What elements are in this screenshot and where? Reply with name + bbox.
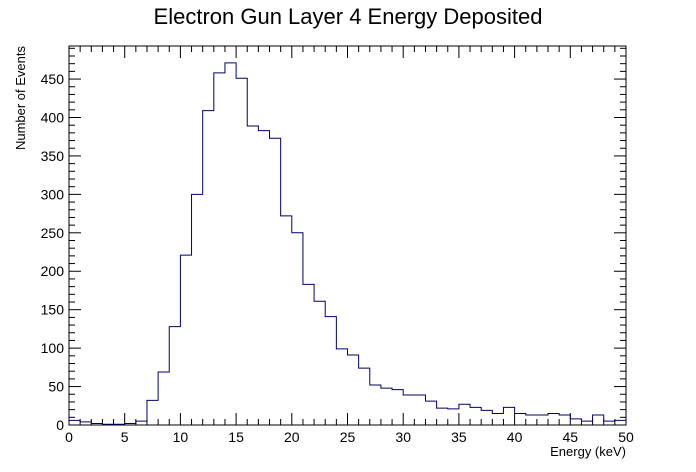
histogram-bin bbox=[437, 408, 448, 425]
histogram-bin bbox=[559, 415, 570, 425]
x-tick-label: 35 bbox=[451, 429, 467, 445]
histogram-bin bbox=[492, 413, 503, 425]
x-tick-label: 50 bbox=[618, 429, 634, 445]
x-tick-label: 45 bbox=[563, 429, 579, 445]
histogram-bin bbox=[292, 233, 303, 425]
histogram-bin bbox=[203, 111, 214, 425]
x-tick-label: 40 bbox=[507, 429, 523, 445]
histogram-bin bbox=[214, 73, 225, 425]
histogram-bin bbox=[414, 395, 425, 425]
y-tick-label: 400 bbox=[41, 109, 65, 125]
x-tick-label: 0 bbox=[65, 429, 73, 445]
histogram-bin bbox=[570, 419, 581, 425]
y-tick-label: 300 bbox=[41, 186, 65, 202]
histogram-bin bbox=[481, 410, 492, 425]
histogram-bin bbox=[459, 404, 470, 425]
histogram-bin bbox=[503, 407, 514, 425]
histogram-bin bbox=[180, 255, 191, 425]
y-tick-label: 150 bbox=[41, 302, 65, 318]
y-axis-ticks: 0 50 100 150 200 250 300 350 400 450 bbox=[41, 47, 626, 433]
histogram-bin bbox=[381, 388, 392, 425]
histogram-bin bbox=[147, 400, 158, 425]
y-tick-label: 350 bbox=[41, 148, 65, 164]
histogram-bin bbox=[470, 407, 481, 425]
x-axis-label: Energy (keV) bbox=[550, 444, 626, 459]
histogram-bin bbox=[225, 63, 236, 425]
histogram-bin bbox=[192, 194, 203, 425]
histogram-bin bbox=[336, 349, 347, 425]
histogram-bin bbox=[615, 420, 626, 425]
histogram-bin bbox=[348, 355, 359, 425]
histogram-bin bbox=[392, 390, 403, 425]
histogram-bin bbox=[448, 409, 459, 425]
x-tick-label: 5 bbox=[121, 429, 129, 445]
y-tick-label: 50 bbox=[48, 379, 64, 395]
histogram-bin bbox=[69, 420, 80, 425]
histogram-bin bbox=[548, 413, 559, 425]
y-axis-label: Number of Events bbox=[13, 46, 28, 151]
y-tick-label: 450 bbox=[41, 71, 65, 87]
histogram-bin bbox=[169, 327, 180, 425]
histogram-bin bbox=[325, 317, 336, 425]
histogram-bin bbox=[604, 421, 615, 425]
x-tick-label: 15 bbox=[228, 429, 244, 445]
histogram-outline bbox=[69, 62, 626, 425]
histogram-bin bbox=[136, 421, 147, 425]
x-tick-label: 20 bbox=[284, 429, 300, 445]
x-tick-label: 25 bbox=[340, 429, 356, 445]
histogram-bin bbox=[537, 415, 548, 425]
histogram-bin bbox=[581, 421, 592, 425]
histogram-bin bbox=[281, 216, 292, 425]
histogram-bin bbox=[258, 131, 269, 425]
histogram-bin bbox=[403, 395, 414, 425]
y-tick-label: 200 bbox=[41, 263, 65, 279]
chart-title: Electron Gun Layer 4 Energy Deposited bbox=[154, 4, 543, 29]
y-tick-label: 0 bbox=[56, 417, 64, 433]
histogram-bin bbox=[247, 126, 258, 425]
histogram-bin bbox=[314, 301, 325, 425]
histogram-bin bbox=[370, 385, 381, 425]
histogram-bin bbox=[236, 78, 247, 425]
histogram-bin bbox=[270, 138, 281, 425]
y-tick-label: 250 bbox=[41, 225, 65, 241]
y-tick-label: 100 bbox=[41, 340, 65, 356]
x-tick-label: 30 bbox=[395, 429, 411, 445]
histogram-bin bbox=[593, 415, 604, 425]
histogram-bin bbox=[303, 284, 314, 425]
histogram-bin bbox=[158, 372, 169, 425]
histogram-bin bbox=[526, 415, 537, 425]
x-tick-label: 10 bbox=[173, 429, 189, 445]
histogram-bins bbox=[69, 62, 626, 425]
histogram-bin bbox=[425, 401, 436, 425]
histogram-bin bbox=[359, 368, 370, 425]
histogram-bin bbox=[515, 413, 526, 425]
